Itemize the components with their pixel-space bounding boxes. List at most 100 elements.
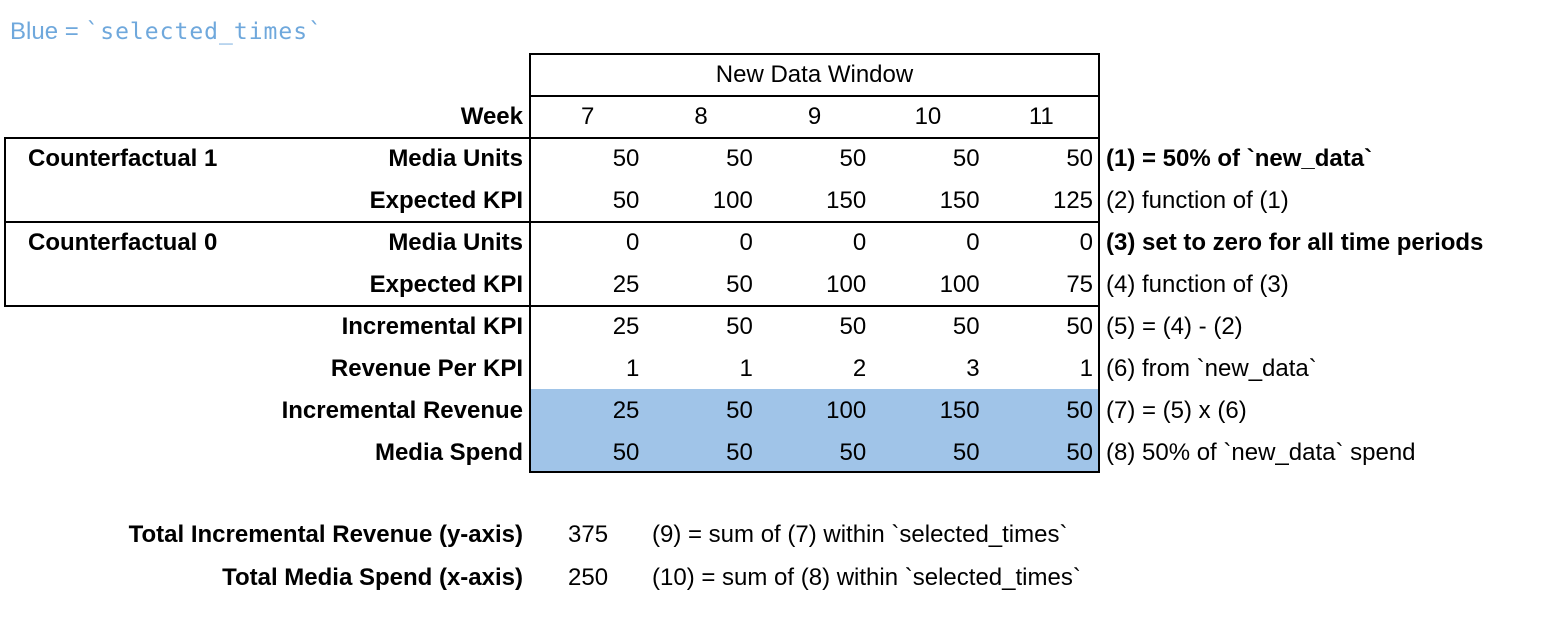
- value-cell: 50: [1066, 439, 1094, 466]
- week-cell: 10: [914, 103, 942, 130]
- value-cell: 50: [839, 145, 867, 172]
- value-cell: 125: [1052, 187, 1094, 214]
- value-cell: 50: [1066, 145, 1094, 172]
- group-box-divider: [4, 221, 531, 223]
- row-note: (8) 50% of `new_data` spend: [1106, 439, 1416, 466]
- value-cell: 50: [726, 271, 753, 298]
- value-cell: 2: [852, 355, 867, 382]
- value-cell: 100: [826, 397, 867, 424]
- row-cells: 50 50 50 50 50: [531, 432, 1098, 474]
- week-header-row: Week 7 8 9 10 11: [0, 96, 1544, 138]
- value-cell: 25: [612, 271, 640, 298]
- table-row: Revenue Per KPI 1 1 2 3 1 (6) from `new_…: [0, 348, 1544, 390]
- week-cell: 8: [694, 103, 708, 130]
- value-cell: 0: [1079, 229, 1094, 256]
- value-cell: 50: [612, 439, 640, 466]
- row-label: Incremental Revenue: [281, 397, 523, 424]
- total-label: Total Media Spend (x-axis): [222, 564, 523, 591]
- table-row: Expected KPI 25 50 100 100 75 (4) functi…: [0, 264, 1544, 306]
- week-label: Week: [460, 103, 523, 130]
- value-cell: 3: [966, 355, 980, 382]
- value-cell: 50: [952, 439, 980, 466]
- week-cells: 7 8 9 10 11: [531, 96, 1098, 138]
- value-cell: 100: [939, 271, 980, 298]
- row-note: (4) function of (3): [1106, 271, 1289, 298]
- week-cell: 9: [807, 103, 822, 130]
- value-cell: 150: [939, 187, 980, 214]
- row-label: Expected KPI: [369, 271, 523, 298]
- value-cell: 1: [626, 355, 640, 382]
- total-value: 250: [568, 564, 609, 591]
- table-row-highlighted: Incremental Revenue 25 50 100 150 50 (7)…: [0, 390, 1544, 432]
- value-cell: 50: [612, 145, 640, 172]
- row-cells: 50 100 150 150 125: [531, 180, 1098, 222]
- total-value: 375: [568, 521, 609, 548]
- row-cells: 25 50 100 100 75: [531, 264, 1098, 306]
- week-cell: 7: [581, 103, 595, 130]
- table-row: Incremental KPI 25 50 50 50 50 (5) = (4)…: [0, 306, 1544, 348]
- value-cell: 150: [826, 187, 867, 214]
- total-note: (10) = sum of (8) within `selected_times…: [652, 564, 1081, 591]
- value-cell: 25: [612, 397, 640, 424]
- row-note: (7) = (5) x (6): [1106, 397, 1247, 424]
- total-row: Total Media Spend (x-axis) 250 (10) = su…: [0, 557, 1544, 599]
- value-cell: 50: [726, 313, 753, 340]
- value-cell: 100: [826, 271, 867, 298]
- value-cell: 100: [712, 187, 753, 214]
- value-cell: 0: [852, 229, 867, 256]
- value-cell: 0: [739, 229, 753, 256]
- row-note: (1) = 50% of `new_data`: [1106, 145, 1373, 172]
- row-label: Media Units: [388, 229, 523, 256]
- value-cell: 75: [1066, 271, 1094, 298]
- total-label: Total Incremental Revenue (y-axis): [128, 521, 523, 548]
- rule-below-window-title: [529, 95, 1100, 97]
- row-label: Media Spend: [374, 439, 523, 466]
- value-cell: 50: [839, 439, 867, 466]
- rule-between-counterfactuals: [529, 221, 1100, 223]
- counterfactual-0-label: Counterfactual 0: [28, 229, 218, 256]
- value-cell: 50: [1066, 313, 1094, 340]
- row-note: (2) function of (1): [1106, 187, 1289, 214]
- selected-times-highlight: [531, 389, 1098, 471]
- row-label: Revenue Per KPI: [330, 355, 523, 382]
- value-cell: 0: [966, 229, 980, 256]
- row-cells: 25 50 100 150 50: [531, 390, 1098, 432]
- week-cell: 11: [1028, 103, 1054, 130]
- value-cell: 50: [726, 439, 753, 466]
- row-cells: 50 50 50 50 50: [531, 138, 1098, 180]
- value-cell: 50: [726, 397, 753, 424]
- window-title: New Data Window: [715, 61, 914, 88]
- legend-code: `selected_times`: [85, 19, 323, 45]
- row-note: (6) from `new_data`: [1106, 355, 1317, 382]
- value-cell: 50: [612, 187, 640, 214]
- legend-prefix: Blue =: [10, 18, 86, 45]
- table-row-highlighted: Media Spend 50 50 50 50 50 (8) 50% of `n…: [0, 432, 1544, 474]
- row-label: Incremental KPI: [341, 313, 523, 340]
- value-cell: 50: [726, 145, 753, 172]
- row-label: Media Units: [388, 145, 523, 172]
- row-cells: 1 1 2 3 1: [531, 348, 1098, 390]
- table-row: Media Units 50 50 50 50 50 (1) = 50% of …: [0, 138, 1544, 180]
- row-cells: 25 50 50 50 50: [531, 306, 1098, 348]
- value-cell: 25: [612, 313, 640, 340]
- row-note: (3) set to zero for all time periods: [1106, 229, 1484, 256]
- value-cell: 150: [939, 397, 980, 424]
- value-cell: 50: [952, 313, 980, 340]
- counterfactual-1-label: Counterfactual 1: [28, 145, 218, 172]
- value-cell: 50: [952, 145, 980, 172]
- value-cell: 1: [1079, 355, 1094, 382]
- row-label: Expected KPI: [369, 187, 523, 214]
- table-row: Media Units 0 0 0 0 0 (3) set to zero fo…: [0, 222, 1544, 264]
- table-row: Expected KPI 50 100 150 150 125 (2) func…: [0, 180, 1544, 222]
- rule-below-counterfactual-0: [529, 305, 1100, 307]
- rule-below-week-row: [529, 137, 1100, 139]
- total-note: (9) = sum of (7) within `selected_times`: [652, 521, 1068, 548]
- row-note: (5) = (4) - (2): [1106, 313, 1243, 340]
- row-cells: 0 0 0 0 0: [531, 222, 1098, 264]
- legend: Blue = `selected_times`: [10, 18, 323, 46]
- value-cell: 50: [1066, 397, 1094, 424]
- value-cell: 1: [739, 355, 753, 382]
- total-row: Total Incremental Revenue (y-axis) 375 (…: [0, 514, 1544, 556]
- value-cell: 0: [626, 229, 640, 256]
